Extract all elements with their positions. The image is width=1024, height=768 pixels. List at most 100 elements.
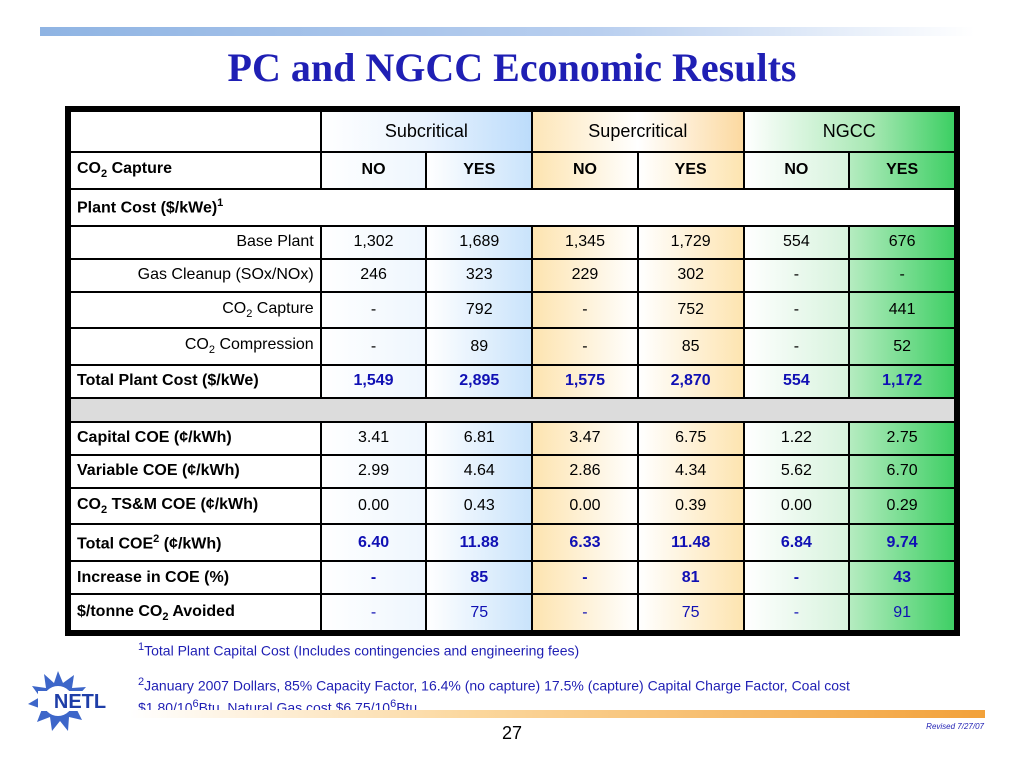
capture-cell: YES	[638, 153, 743, 188]
table-cell: 9.74	[850, 525, 954, 561]
netl-logo-icon: NETL	[28, 671, 122, 731]
capture-cell: NO	[533, 153, 637, 188]
spacer-cell	[71, 398, 954, 421]
capture-cell: YES	[427, 153, 532, 188]
table-cell: 85	[427, 562, 532, 594]
table-cell: 5.62	[744, 455, 849, 487]
row-label: $/tonne CO2 Avoided	[71, 595, 320, 630]
table-cell: 52	[850, 329, 954, 364]
table-cell: -	[744, 562, 849, 594]
table-row: CO2 Compression - 89 - 85 - 52	[71, 329, 954, 364]
table-cell: -	[533, 329, 637, 364]
table-cell: -	[321, 562, 426, 594]
capture-row-label: CO2 Capture	[71, 153, 320, 188]
table-cell: 43	[850, 562, 954, 594]
table-cell: 4.64	[427, 455, 532, 487]
table-cell: 2,895	[427, 365, 532, 397]
row-label: CO2 Capture	[71, 292, 320, 328]
results-table: Subcritical Supercritical NGCC CO2 Captu…	[69, 110, 956, 632]
table-row: Base Plant 1,302 1,689 1,345 1,729 554 6…	[71, 226, 954, 258]
table-cell: 0.39	[638, 488, 743, 524]
group-header-subcritical: Subcritical	[321, 112, 532, 151]
table-cell: 1,549	[321, 365, 426, 397]
row-label: Base Plant	[71, 226, 320, 258]
table-cell: -	[744, 329, 849, 364]
row-label: CO2 TS&M COE (¢/kWh)	[71, 488, 320, 524]
row-label: CO2 Compression	[71, 329, 320, 364]
table-cell: 1,689	[427, 226, 532, 258]
netl-logo: NETL	[28, 665, 128, 733]
table-row: Variable COE (¢/kWh) 2.99 4.64 2.86 4.34…	[71, 455, 954, 487]
row-label: Variable COE (¢/kWh)	[71, 455, 320, 487]
group-header-supercritical: Supercritical	[533, 112, 743, 151]
table-cell: 75	[427, 595, 532, 630]
table-cell: 792	[427, 292, 532, 328]
table-cell: 6.70	[850, 455, 954, 487]
capture-cell: NO	[321, 153, 426, 188]
table-cell: 554	[744, 365, 849, 397]
table-cell: 0.00	[533, 488, 637, 524]
table-cell: 2,870	[638, 365, 743, 397]
table-cell: -	[850, 259, 954, 291]
row-label: Capital COE (¢/kWh)	[71, 422, 320, 454]
table-cell: 6.40	[321, 525, 426, 561]
table-cell: 11.48	[638, 525, 743, 561]
top-decorative-bar	[40, 27, 975, 36]
table-row: Gas Cleanup (SOx/NOx) 246 323 229 302 - …	[71, 259, 954, 291]
capture-cell: NO	[744, 153, 849, 188]
table-cell: 676	[850, 226, 954, 258]
table-cell: 81	[638, 562, 743, 594]
table-row: Increase in COE (%) - 85 - 81 - 43	[71, 562, 954, 594]
table-row: Total COE2 (¢/kWh) 6.40 11.88 6.33 11.48…	[71, 525, 954, 561]
table-cell: 323	[427, 259, 532, 291]
table-cell: -	[321, 595, 426, 630]
table-cell: 3.47	[533, 422, 637, 454]
table-cell: 6.81	[427, 422, 532, 454]
table-cell: 85	[638, 329, 743, 364]
table-cell: 302	[638, 259, 743, 291]
table-cell: -	[744, 595, 849, 630]
spacer-row	[71, 398, 954, 421]
plant-cost-section-label: Plant Cost ($/kWe)1	[71, 189, 954, 225]
table-cell: -	[321, 292, 426, 328]
table-row: Total Plant Cost ($/kWe) 1,549 2,895 1,5…	[71, 365, 954, 397]
page-title: PC and NGCC Economic Results	[227, 45, 797, 90]
table-cell: 1,345	[533, 226, 637, 258]
table-cell: 229	[533, 259, 637, 291]
table-cell: 0.29	[850, 488, 954, 524]
table-cell: 2.75	[850, 422, 954, 454]
results-table-frame: Subcritical Supercritical NGCC CO2 Captu…	[65, 106, 960, 636]
table-cell: -	[321, 329, 426, 364]
table-cell: 0.43	[427, 488, 532, 524]
table-cell: 11.88	[427, 525, 532, 561]
table-row: CO2 Capture - 792 - 752 - 441	[71, 292, 954, 328]
footnote-1: 1Total Plant Capital Cost (Includes cont…	[138, 641, 580, 659]
table-cell: 1,729	[638, 226, 743, 258]
table-cell: 75	[638, 595, 743, 630]
table-cell: 1,302	[321, 226, 426, 258]
row-label: Gas Cleanup (SOx/NOx)	[71, 259, 320, 291]
table-row: Capital COE (¢/kWh) 3.41 6.81 3.47 6.75 …	[71, 422, 954, 454]
table-cell: -	[533, 595, 637, 630]
group-header-row: Subcritical Supercritical NGCC	[71, 112, 954, 151]
table-cell: 4.34	[638, 455, 743, 487]
table-cell: 89	[427, 329, 532, 364]
capture-row: CO2 Capture NO YES NO YES NO YES	[71, 153, 954, 188]
table-cell: -	[533, 562, 637, 594]
capture-cell: YES	[850, 153, 954, 188]
table-cell: 0.00	[321, 488, 426, 524]
table-cell: 6.75	[638, 422, 743, 454]
table-cell: 6.84	[744, 525, 849, 561]
svg-text:NETL: NETL	[54, 691, 106, 713]
table-cell: 1.22	[744, 422, 849, 454]
page-number: 27	[501, 723, 523, 743]
row-label: Increase in COE (%)	[71, 562, 320, 594]
table-cell: 554	[744, 226, 849, 258]
table-cell: 246	[321, 259, 426, 291]
table-cell: 6.33	[533, 525, 637, 561]
table-cell: 0.00	[744, 488, 849, 524]
table-row: $/tonne CO2 Avoided - 75 - 75 - 91	[71, 595, 954, 630]
row-label: Total Plant Cost ($/kWe)	[71, 365, 320, 397]
table-cell: -	[744, 259, 849, 291]
footnotes: 1Total Plant Capital Cost (Includes cont…	[138, 638, 858, 718]
